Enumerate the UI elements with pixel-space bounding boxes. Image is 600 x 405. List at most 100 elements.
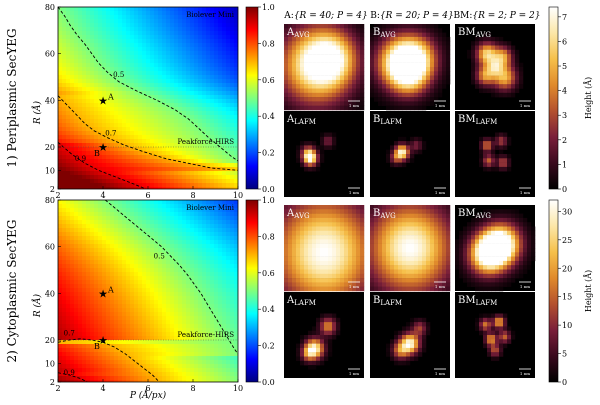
contour-label: 0.5 bbox=[154, 252, 165, 260]
y-tick-label: 2 bbox=[50, 378, 55, 387]
x-tick-label: 10 bbox=[233, 191, 243, 200]
cytoplasmic-map: 0.50.70.9 Biolever MiniPeakforce-HIRS★A★… bbox=[31, 196, 243, 400]
y-tick-label: 2 bbox=[50, 185, 55, 194]
colorbar-tick-label: 0.2 bbox=[262, 149, 275, 158]
height-colorbar-tick: 4 bbox=[562, 87, 567, 96]
contour-label: 0.7 bbox=[64, 329, 75, 337]
periplasmic-map: 0.50.70.9 Biolever MiniPeakforce-HIRS★A★… bbox=[31, 3, 243, 200]
row2-label: 2) Cytoplasmic SecYEG bbox=[5, 219, 19, 362]
contour-label: 0.9 bbox=[64, 369, 75, 377]
marker-label-A: A bbox=[107, 92, 114, 101]
marker-star-A: ★ bbox=[98, 287, 108, 300]
scale-bar-label: 1 nm bbox=[349, 371, 359, 376]
contour-label: 0.7 bbox=[105, 129, 116, 137]
y-tick-label: 40 bbox=[45, 289, 55, 298]
scale-bar-label: 1 nm bbox=[349, 284, 359, 289]
colorbar-tick-label: 0.6 bbox=[262, 269, 275, 278]
colorbar-tick-label: 1.0 bbox=[262, 196, 275, 205]
marker-label-B: B bbox=[94, 149, 100, 158]
colorbar-tick-label: 0.8 bbox=[262, 232, 275, 241]
y-tick-label: 60 bbox=[45, 50, 55, 59]
annotation-biolever: Biolever Mini bbox=[186, 204, 235, 212]
column-header-bm: BM:{R = 2; P = 2} bbox=[453, 11, 540, 21]
height-label-top: Height (Å) bbox=[584, 77, 593, 119]
x-tick-label: 4 bbox=[100, 191, 105, 200]
map-colorbar-bottom: 0.0 0.2 0.4 0.6 0.8 1.0 bbox=[246, 196, 275, 387]
y-tick-label: 60 bbox=[45, 243, 55, 252]
colorbar-tick-label: 0.2 bbox=[262, 342, 275, 351]
x-axis-label: P (Å/px) bbox=[129, 389, 167, 400]
y-tick-label: 80 bbox=[45, 196, 55, 205]
height-label-bottom: Height (Å) bbox=[584, 270, 593, 312]
scale-bar-label: 1 nm bbox=[435, 103, 445, 108]
scale-bar-label: 1 nm bbox=[349, 190, 359, 195]
column-header-b: B:{R = 20; P = 4} bbox=[370, 11, 454, 21]
y-axis-label: R (Å) bbox=[31, 293, 43, 318]
x-tick-label: 4 bbox=[100, 384, 105, 393]
height-colorbar-tick: 5 bbox=[562, 350, 567, 359]
height-colorbar-tick: 3 bbox=[562, 111, 567, 120]
scale-bar-label: 1 nm bbox=[520, 371, 530, 376]
annotation-biolever: Biolever Mini bbox=[186, 11, 235, 19]
height-colorbar-tick: 15 bbox=[562, 293, 572, 302]
height-colorbar-tick: 5 bbox=[562, 62, 567, 71]
annotation-peakforce: Peakforce-HIRS bbox=[178, 138, 235, 146]
height-colorbar-top: 0 1 2 3 4 5 6 7 bbox=[549, 7, 567, 194]
scale-bar-label: 1 nm bbox=[520, 103, 530, 108]
scale-bar-label: 1 nm bbox=[435, 190, 445, 195]
height-colorbar-tick: 1 bbox=[562, 160, 567, 169]
colorbar-tick-label: 0.8 bbox=[262, 39, 275, 48]
row1-label: 1) Periplasmic SecYEG bbox=[5, 28, 19, 167]
column-headers: A:{R = 40; P = 4} B:{R = 20; P = 4} BM:{… bbox=[283, 11, 540, 21]
colorbar-tick-label: 0.6 bbox=[262, 76, 275, 85]
x-tick-label: 2 bbox=[55, 384, 60, 393]
height-colorbar-tick: 30 bbox=[562, 207, 572, 216]
colorbar-tick-label: 0.0 bbox=[262, 378, 275, 387]
y-axis-label: R (Å) bbox=[31, 100, 43, 125]
y-tick-label: 80 bbox=[45, 3, 55, 12]
y-tick-label: 10 bbox=[45, 359, 55, 368]
colorbar-tick-label: 0.0 bbox=[262, 185, 275, 194]
y-tick-label: 20 bbox=[45, 336, 55, 345]
scale-bar-label: 1 nm bbox=[520, 190, 530, 195]
cytoplasmic-heatmap bbox=[58, 200, 238, 384]
x-tick-label: 2 bbox=[55, 191, 60, 200]
x-tick-label: 8 bbox=[190, 191, 195, 200]
scale-bar-label: 1 nm bbox=[520, 284, 530, 289]
height-colorbar-tick: 0 bbox=[562, 185, 567, 194]
marker-star-A: ★ bbox=[98, 94, 108, 107]
marker-label-B: B bbox=[94, 342, 100, 351]
colorbar-tick-label: 0.4 bbox=[262, 112, 275, 121]
contour-label: 0.5 bbox=[113, 71, 124, 79]
y-tick-label: 40 bbox=[45, 96, 55, 105]
height-colorbar-tick: 25 bbox=[562, 236, 572, 245]
annotation-peakforce: Peakforce-HIRS bbox=[178, 331, 235, 339]
periplasmic-heatmap bbox=[58, 7, 238, 191]
colorbar-tick-label: 1.0 bbox=[262, 3, 275, 12]
column-header-a: A:{R = 40; P = 4} bbox=[283, 11, 367, 21]
scale-bar-label: 1 nm bbox=[435, 284, 445, 289]
height-colorbar-tick: 0 bbox=[562, 378, 567, 387]
height-colorbar-tick: 7 bbox=[562, 13, 567, 22]
y-tick-label: 20 bbox=[45, 143, 55, 152]
colorbar-tick-label: 0.4 bbox=[262, 305, 275, 314]
x-tick-label: 10 bbox=[233, 384, 243, 393]
scale-bar-label: 1 nm bbox=[435, 371, 445, 376]
scale-bar-label: 1 nm bbox=[349, 103, 359, 108]
height-colorbar-tick: 6 bbox=[562, 37, 567, 46]
height-colorbar-tick: 2 bbox=[562, 136, 567, 145]
